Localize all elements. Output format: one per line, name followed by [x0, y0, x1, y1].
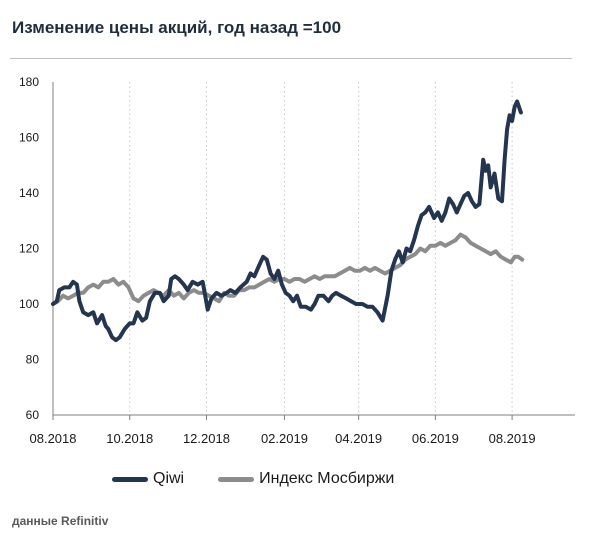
- chart-title: Изменение цены акций, год назад =100: [12, 18, 342, 37]
- tick-label-layer: 08.2018 10.2018 12.2018 02.2019 04.2019 06.20…: [19, 75, 536, 446]
- legend-item-qiwi: Qiwi: [112, 470, 184, 488]
- x-tick-label: 08.2018: [30, 431, 77, 446]
- y-tick-label: 160: [19, 131, 39, 145]
- y-tick-label: 140: [19, 186, 39, 200]
- y-tick-label: 180: [19, 75, 39, 89]
- y-tick-label: 80: [26, 353, 40, 367]
- legend-swatch-qiwi: [112, 476, 148, 482]
- y-tick-label: 60: [26, 408, 40, 422]
- x-tick-label: 04.2019: [335, 431, 382, 446]
- grid-layer: [129, 82, 513, 415]
- line-chart: 08.2018 10.2018 12.2018 02.2019 04.2019 06.20…: [19, 75, 575, 446]
- legend-swatch-moex: [218, 476, 255, 482]
- y-tick-label: 120: [19, 242, 39, 256]
- x-tick-label: 02.2019: [261, 431, 308, 446]
- chart-legend: Qiwi Индекс Мосбиржи: [112, 470, 428, 488]
- series-layer: [51, 99, 525, 343]
- series-line-qiwi: [51, 99, 523, 343]
- axis-layer: [52, 82, 575, 420]
- x-tick-label: 08.2019: [489, 431, 536, 446]
- title-divider: [10, 58, 572, 59]
- legend-item-moex: Индекс Мосбиржи: [218, 470, 394, 488]
- x-tick-label: 12.2018: [183, 431, 230, 446]
- x-tick-label: 10.2018: [106, 431, 153, 446]
- y-tick-label: 100: [19, 297, 39, 311]
- legend-label-qiwi: Qiwi: [153, 470, 185, 487]
- x-tick-label: 06.2019: [412, 431, 459, 446]
- legend-label-moex: Индекс Мосбиржи: [259, 470, 395, 487]
- series-line-moex-index: [51, 232, 525, 306]
- data-source-note: данные Refinitiv: [12, 514, 109, 528]
